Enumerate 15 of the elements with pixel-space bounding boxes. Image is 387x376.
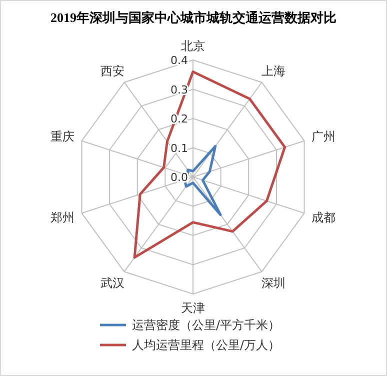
- y-tick-label: 0.4: [170, 54, 188, 67]
- chart-title: 2019年深圳与国家中心城市城轨交通运营数据对比: [50, 10, 336, 25]
- legend-label: 人均运营里程（公里/万人）: [132, 338, 280, 352]
- spoke-label: 上海: [262, 64, 286, 78]
- spoke-label: 郑州: [50, 210, 75, 224]
- spoke-label: 武汉: [100, 276, 124, 290]
- spoke-label: 重庆: [50, 130, 75, 144]
- spoke-label: 广州: [311, 130, 336, 144]
- spoke-label: 深圳: [262, 276, 286, 290]
- spoke-label: 西安: [100, 64, 124, 78]
- spoke-label: 北京: [181, 39, 205, 53]
- y-tick-label: 0.1: [170, 142, 188, 155]
- spoke-label: 天津: [181, 301, 205, 315]
- spoke-label: 成都: [311, 210, 336, 224]
- legend-label: 运营密度（公里/平方千米）: [132, 318, 280, 332]
